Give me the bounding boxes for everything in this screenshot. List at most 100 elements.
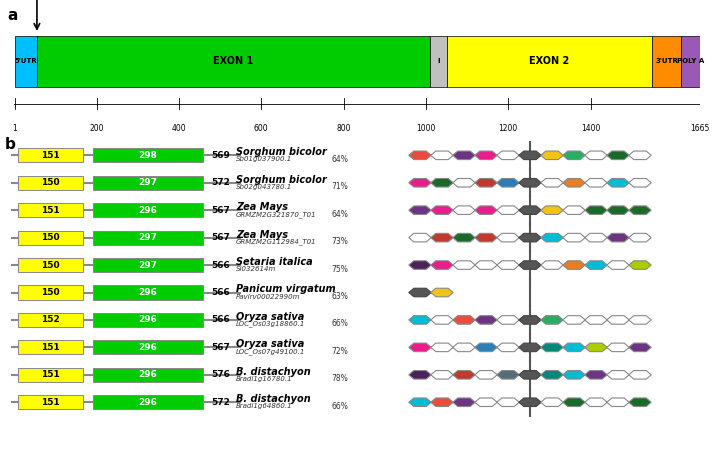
FancyBboxPatch shape [93, 313, 203, 327]
Polygon shape [563, 206, 585, 215]
FancyBboxPatch shape [93, 368, 203, 382]
Text: 297: 297 [139, 178, 158, 187]
Text: GRMZM2G112984_T01: GRMZM2G112984_T01 [236, 238, 316, 245]
Polygon shape [409, 206, 431, 215]
Text: 200: 200 [89, 124, 104, 133]
Polygon shape [453, 343, 476, 351]
FancyBboxPatch shape [18, 203, 83, 217]
Text: 63%: 63% [331, 292, 348, 301]
Polygon shape [540, 179, 563, 187]
Polygon shape [431, 343, 453, 351]
Polygon shape [431, 206, 453, 215]
Polygon shape [563, 315, 585, 324]
Polygon shape [629, 206, 651, 215]
Polygon shape [607, 234, 629, 242]
Text: 64%: 64% [331, 155, 348, 164]
Text: LOC_Os03g18860.1: LOC_Os03g18860.1 [236, 320, 306, 328]
Polygon shape [585, 315, 607, 324]
Polygon shape [629, 315, 651, 324]
Polygon shape [431, 288, 453, 297]
Polygon shape [453, 261, 476, 270]
FancyBboxPatch shape [18, 313, 83, 327]
Text: 151: 151 [41, 343, 60, 352]
FancyBboxPatch shape [18, 395, 83, 410]
Polygon shape [563, 398, 585, 406]
Polygon shape [409, 343, 431, 351]
Text: 566: 566 [211, 315, 230, 324]
Text: 72%: 72% [331, 347, 348, 356]
Text: 297: 297 [139, 261, 158, 270]
Polygon shape [453, 315, 476, 324]
Text: Bradi1g64860.1: Bradi1g64860.1 [236, 403, 293, 410]
Text: 66%: 66% [331, 320, 348, 328]
Polygon shape [563, 261, 585, 270]
Polygon shape [453, 179, 476, 187]
Polygon shape [431, 151, 453, 160]
Polygon shape [519, 343, 541, 351]
Text: Panicum virgatum: Panicum virgatum [236, 284, 336, 294]
FancyBboxPatch shape [93, 203, 203, 217]
Polygon shape [519, 179, 541, 187]
FancyBboxPatch shape [18, 285, 83, 300]
FancyBboxPatch shape [93, 176, 203, 190]
Polygon shape [585, 398, 607, 406]
Text: Bradi1g16780.1: Bradi1g16780.1 [236, 376, 293, 382]
Polygon shape [540, 261, 563, 270]
Text: GRMZM2G321870_T01: GRMZM2G321870_T01 [236, 211, 316, 218]
Text: 78%: 78% [331, 374, 348, 383]
Polygon shape [519, 151, 541, 160]
FancyBboxPatch shape [93, 395, 203, 410]
Polygon shape [409, 151, 431, 160]
Polygon shape [497, 343, 519, 351]
Polygon shape [607, 151, 629, 160]
Polygon shape [519, 261, 541, 270]
Polygon shape [475, 179, 497, 187]
Polygon shape [585, 370, 607, 379]
FancyBboxPatch shape [653, 36, 681, 86]
Text: 151: 151 [41, 151, 60, 160]
Polygon shape [497, 261, 519, 270]
Polygon shape [475, 151, 497, 160]
Polygon shape [497, 370, 519, 379]
Text: Zea Mays: Zea Mays [236, 230, 288, 239]
Polygon shape [519, 398, 541, 406]
Text: Setaria italica: Setaria italica [236, 257, 313, 267]
Text: 297: 297 [139, 233, 158, 242]
Polygon shape [431, 179, 453, 187]
Text: Sb02g043780.1: Sb02g043780.1 [236, 184, 292, 190]
FancyBboxPatch shape [15, 36, 37, 86]
Text: 296: 296 [139, 315, 158, 324]
Polygon shape [629, 398, 651, 406]
Polygon shape [409, 315, 431, 324]
Polygon shape [475, 206, 497, 215]
Text: I: I [437, 58, 440, 64]
Polygon shape [519, 370, 541, 379]
Polygon shape [475, 261, 497, 270]
Text: Sb01g037900.1: Sb01g037900.1 [236, 157, 292, 162]
Polygon shape [475, 370, 497, 379]
Text: 569: 569 [211, 151, 230, 160]
Polygon shape [607, 315, 629, 324]
Text: 800: 800 [336, 124, 351, 133]
Polygon shape [497, 234, 519, 242]
FancyBboxPatch shape [18, 148, 83, 162]
Polygon shape [540, 151, 563, 160]
Polygon shape [540, 315, 563, 324]
Text: 151: 151 [41, 370, 60, 379]
Polygon shape [629, 179, 651, 187]
Text: 1400: 1400 [581, 124, 600, 133]
Polygon shape [540, 206, 563, 215]
Text: 296: 296 [139, 288, 158, 297]
Text: 1000: 1000 [416, 124, 436, 133]
Polygon shape [629, 343, 651, 351]
FancyBboxPatch shape [93, 258, 203, 272]
FancyBboxPatch shape [18, 230, 83, 245]
Text: Oryza sativa: Oryza sativa [236, 312, 304, 322]
Polygon shape [563, 151, 585, 160]
Text: 298: 298 [139, 151, 158, 160]
Polygon shape [563, 370, 585, 379]
Polygon shape [453, 234, 476, 242]
Text: 1200: 1200 [498, 124, 518, 133]
Polygon shape [475, 398, 497, 406]
Polygon shape [431, 370, 453, 379]
